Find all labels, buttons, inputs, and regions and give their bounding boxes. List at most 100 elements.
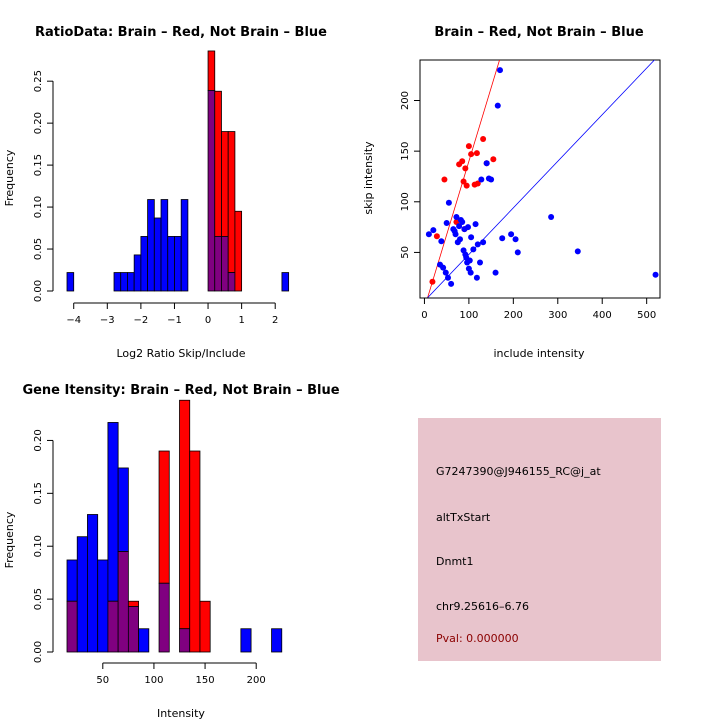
not-brain-bar <box>138 628 150 653</box>
scatter-fit-lines <box>426 60 655 298</box>
brain-bar <box>227 131 236 273</box>
not-brain-bar <box>271 628 283 653</box>
ratio-histogram-xlabel: Log2 Ratio Skip/Include <box>116 347 245 360</box>
not-brain-bar <box>140 236 148 292</box>
not-brain-point <box>467 269 474 276</box>
brain-point <box>462 165 469 172</box>
fit-line <box>426 60 655 298</box>
not-brain-bar <box>240 628 252 653</box>
brain-point <box>473 150 480 157</box>
x-tick-label: 100 <box>459 310 478 321</box>
brain-bar <box>127 600 139 607</box>
x-tick-label: −1 <box>167 315 182 326</box>
y-tick-label: 0.20 <box>33 429 44 451</box>
brain-bar <box>234 210 243 292</box>
not-brain-bar <box>107 422 119 602</box>
scatter-xlabel: include intensity <box>493 347 585 360</box>
overlap-bar <box>221 236 229 292</box>
x-tick-label: −2 <box>134 315 149 326</box>
not-brain-point <box>492 269 499 276</box>
not-brain-point <box>445 274 451 281</box>
not-brain-point <box>480 239 487 246</box>
not-brain-bar <box>281 272 290 292</box>
not-brain-point <box>470 246 477 253</box>
pval-text: Pval: 0.000000 <box>436 632 519 645</box>
y-tick-label: 0.10 <box>33 196 44 218</box>
not-brain-bar <box>180 199 189 292</box>
not-brain-point <box>465 224 471 231</box>
not-brain-point <box>473 274 480 281</box>
scatter-x-axis: 0 100 200 300 400 500 <box>421 297 656 321</box>
gene-histogram-title: Gene Itensity: Brain – Red, Not Brain – … <box>22 383 339 398</box>
info-box-background <box>418 418 661 661</box>
not-brain-point <box>457 236 463 243</box>
brain-bar <box>221 131 229 237</box>
y-tick-label: 150 <box>400 142 411 161</box>
y-tick-label: 0.05 <box>33 588 44 610</box>
not-brain-bar <box>120 272 128 292</box>
not-brain-bar <box>117 467 129 552</box>
overlap-bar <box>179 628 191 653</box>
not-brain-point <box>574 248 581 255</box>
gene-name-text: Dnmt1 <box>436 555 473 568</box>
x-tick-label: 100 <box>144 675 163 686</box>
scatter-ylabel: skip intensity <box>362 141 375 215</box>
ratio-histogram-panel: RatioData: Brain – Red, Not Brain – Blue… <box>3 25 327 360</box>
not-brain-point <box>453 213 460 220</box>
not-brain-point <box>456 223 463 230</box>
x-tick-label: −4 <box>66 315 81 326</box>
brain-bar <box>189 450 201 653</box>
not-brain-point <box>508 231 515 238</box>
overlap-bar <box>214 236 222 292</box>
scatter-title: Brain – Red, Not Brain – Blue <box>434 25 643 40</box>
not-brain-bar <box>160 199 169 292</box>
fit-line <box>427 60 500 298</box>
not-brain-point <box>478 176 485 183</box>
intensity-scatter-panel: Brain – Red, Not Brain – Blue include in… <box>362 25 661 360</box>
x-tick-label: −3 <box>100 315 115 326</box>
scatter-y-axis: 50 100 150 200 <box>400 91 421 259</box>
not-brain-point <box>448 280 455 287</box>
not-brain-bar <box>174 236 182 292</box>
not-brain-point <box>466 257 473 264</box>
location-text: chr9.25616–6.76 <box>436 600 529 613</box>
not-brain-bar <box>76 536 88 653</box>
not-brain-point <box>438 238 445 245</box>
not-brain-bar <box>66 272 75 292</box>
not-brain-point <box>488 176 495 183</box>
y-tick-label: 100 <box>400 192 411 211</box>
x-tick-label: 2 <box>272 315 278 326</box>
y-tick-label: 0.15 <box>33 482 44 504</box>
overlap-bar <box>207 90 216 292</box>
overlap-bar <box>127 606 139 653</box>
not-brain-point <box>443 220 450 227</box>
not-brain-bar <box>127 272 135 292</box>
ratio-histogram-x-axis: −4 −3 −2 −1 0 1 2 <box>66 302 278 326</box>
brain-point <box>433 233 440 240</box>
brain-point <box>459 158 466 165</box>
y-tick-label: 50 <box>400 246 411 259</box>
not-brain-point <box>514 249 521 256</box>
not-brain-bar <box>113 272 122 292</box>
not-brain-bar <box>147 199 155 292</box>
brain-point <box>468 151 475 158</box>
overlap-bar <box>158 582 170 653</box>
info-box: G7247390@J946155_RC@j_at altTxStart Dnmt… <box>418 418 661 661</box>
x-tick-label: 400 <box>593 310 612 321</box>
not-brain-point <box>442 269 449 276</box>
not-brain-bar <box>167 236 175 292</box>
not-brain-bar <box>97 559 109 653</box>
event-type-text: altTxStart <box>436 511 491 524</box>
gene-histogram-ylabel: Frequency <box>3 511 16 568</box>
not-brain-point <box>497 67 503 74</box>
gene-histogram-bars <box>66 399 283 653</box>
not-brain-point <box>474 241 481 248</box>
gene-histogram-x-axis: 50 100 150 200 <box>96 662 266 686</box>
not-brain-bar <box>133 254 142 292</box>
brain-point <box>480 135 487 142</box>
not-brain-point <box>477 259 483 266</box>
x-tick-label: 200 <box>504 310 523 321</box>
not-brain-bar <box>66 559 78 602</box>
brain-point <box>429 278 436 285</box>
not-brain-bar <box>153 217 162 292</box>
